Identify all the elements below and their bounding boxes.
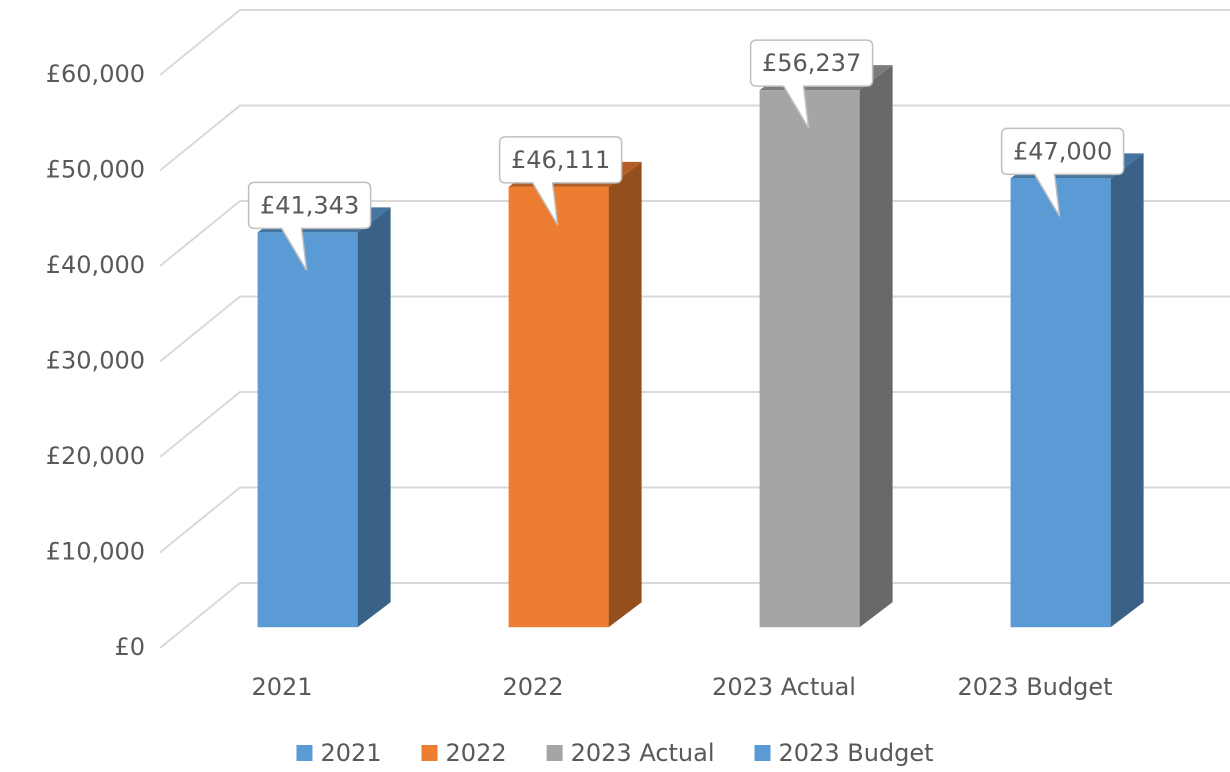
grid-line (159, 9, 1230, 76)
y-tick-label: £40,000 (46, 251, 145, 279)
legend-label: 2021 (320, 739, 381, 767)
x-tick-label: 2023 Budget (957, 673, 1112, 701)
data-label: £46,111 (511, 146, 610, 174)
grid-line (159, 486, 1230, 554)
legend-swatch (754, 745, 771, 761)
data-label: £56,237 (762, 49, 861, 77)
bar-front (257, 232, 358, 628)
bar (257, 207, 391, 628)
grid-line (159, 104, 1230, 172)
data-label: £41,343 (260, 191, 359, 219)
y-tick-label: £10,000 (46, 538, 145, 566)
bar (1010, 153, 1144, 628)
bar-front (759, 90, 860, 628)
legend-label: 2023 Actual (571, 739, 715, 767)
x-tick-label: 2021 (251, 673, 312, 701)
callout (749, 39, 874, 129)
grid-line (159, 582, 1230, 649)
bar-side (357, 207, 391, 628)
callout (1000, 127, 1125, 217)
bar-front (508, 186, 609, 628)
bar (759, 65, 893, 628)
y-tick-label: £20,000 (46, 442, 145, 470)
y-tick-label: £30,000 (46, 347, 145, 375)
bar (508, 161, 642, 628)
bar-side (859, 65, 893, 628)
grid-line (159, 391, 1230, 458)
grid-line (159, 200, 1230, 267)
legend-swatch (296, 745, 313, 761)
data-label: £47,000 (1013, 137, 1112, 165)
legend-label: 2022 (446, 739, 507, 767)
y-tick-label: £0 (114, 633, 145, 661)
grid-line (159, 295, 1230, 363)
callout (498, 136, 623, 226)
legend-label: 2023 Budget (779, 739, 934, 767)
bar-side (1110, 153, 1144, 628)
bar-front (1010, 178, 1111, 628)
legend-swatch (421, 745, 438, 761)
x-tick-label: 2023 Actual (712, 673, 856, 701)
legend-swatch (546, 745, 563, 761)
callout (247, 181, 372, 271)
x-tick-label: 2022 (502, 673, 563, 701)
y-tick-label: £50,000 (46, 156, 145, 184)
y-tick-label: £60,000 (46, 60, 145, 88)
bar-side (608, 161, 642, 628)
